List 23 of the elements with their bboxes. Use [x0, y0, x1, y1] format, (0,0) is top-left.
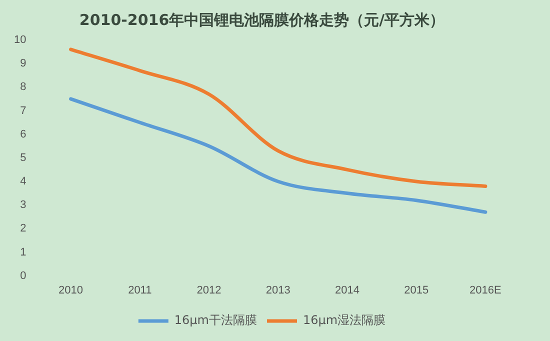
x-tick-label: 2015	[404, 284, 429, 296]
y-tick-label: 2	[20, 222, 26, 235]
x-tick-label: 2016E	[470, 284, 502, 296]
y-tick-label: 6	[20, 128, 26, 140]
x-tick-label: 2013	[266, 284, 290, 296]
y-tick-label: 0	[20, 270, 26, 282]
y-tick-label: 3	[20, 199, 26, 212]
x-tick-label: 2011	[128, 284, 152, 296]
y-tick-label: 9	[20, 58, 26, 70]
line-series	[69, 48, 488, 188]
y-tick-label: 5	[20, 152, 26, 164]
y-tick-label: 1	[20, 246, 26, 258]
x-tick-label: 2012	[196, 284, 222, 296]
x-tick-label: 2014	[334, 284, 360, 296]
legend-label: 16μm湿法隔膜	[303, 313, 386, 328]
y-tick-label: 7	[20, 104, 26, 117]
y-tick-label: 10	[14, 34, 26, 46]
chart-title: 2010-2016年中国锂电池隔膜价格走势（元/平方米）	[79, 10, 445, 29]
legend-label: 16μm干法隔膜	[174, 313, 257, 328]
y-tick-label: 4	[20, 176, 26, 188]
line-series	[69, 97, 488, 214]
y-tick-label: 8	[20, 81, 26, 94]
x-tick-label: 2010	[58, 284, 84, 296]
